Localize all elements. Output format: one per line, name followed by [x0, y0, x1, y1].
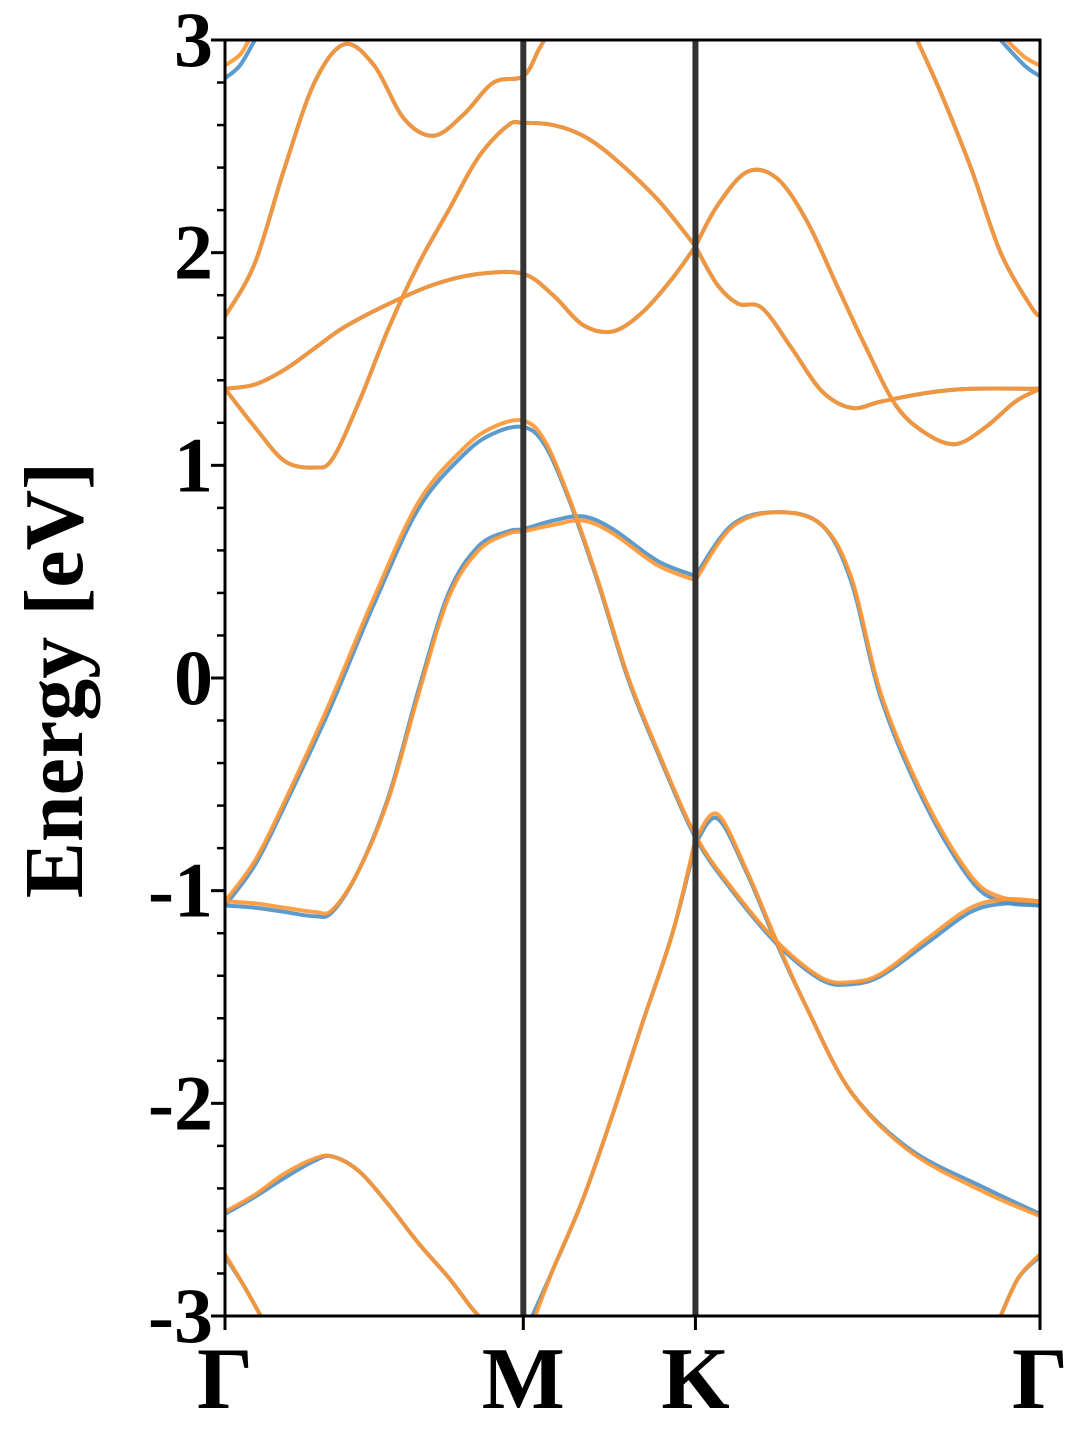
band-line-series-0-3 [693, 815, 1040, 1216]
y-tick-label: 3 [174, 0, 213, 83]
band-lines [225, 40, 1040, 1316]
band-line-series-1-0 [225, 1153, 481, 1316]
band-line-series-1-10 [693, 244, 1040, 411]
y-major-ticks [211, 38, 225, 1318]
band-line-series-1-6 [225, 418, 1040, 985]
band-line-series-0-8 [693, 167, 1040, 447]
band-line-series-0-7 [225, 119, 698, 470]
band-line-series-0-5 [693, 510, 1040, 908]
y-tick-label: 0 [174, 634, 213, 721]
band-line-series-1-4 [225, 518, 698, 916]
band-line-series-1-13 [225, 40, 251, 68]
band-line-series-1-9 [225, 244, 698, 391]
band-line-series-1-14 [1004, 40, 1040, 68]
band-line-series-1-12 [915, 40, 1040, 319]
band-line-series-1-11 [225, 40, 547, 319]
x-ticks [223, 1316, 1042, 1330]
y-tick-label: 2 [174, 209, 213, 296]
x-tick-label: K [661, 1331, 729, 1428]
y-tick-label: -1 [148, 847, 213, 934]
band-line-series-1-7 [225, 119, 698, 470]
band-line-series-1-5 [693, 510, 1040, 904]
band-line-series-1-15 [998, 1252, 1040, 1316]
y-tick-label: -3 [148, 1272, 213, 1359]
y-tick-labels: 3 2 1 0 -1 -2 -3 [148, 0, 213, 1359]
plot-frame [223, 38, 1042, 1318]
band-line-series-0-13 [225, 40, 257, 81]
x-tick-label: Γ [197, 1331, 253, 1428]
band-line-series-1-8 [693, 167, 1040, 447]
band-line-series-1-3 [693, 811, 1040, 1218]
x-tick-label: Γ [1012, 1331, 1068, 1428]
band-line-series-1-1 [225, 1252, 263, 1316]
y-axis-label: Energy [eV] [8, 462, 101, 898]
y-tick-label: 1 [174, 421, 213, 508]
band-line-series-1-2 [533, 837, 698, 1316]
band-line-series-0-2 [530, 841, 698, 1316]
band-line-series-0-9 [225, 244, 698, 391]
high-symmetry-lines [520, 40, 699, 1316]
y-tick-label: -2 [148, 1059, 213, 1146]
band-line-series-0-0 [225, 1153, 481, 1316]
band-line-series-0-14 [998, 40, 1040, 79]
band-line-series-0-10 [693, 244, 1040, 411]
x-tick-label: M [482, 1331, 565, 1428]
band-line-series-0-6 [225, 424, 1040, 987]
